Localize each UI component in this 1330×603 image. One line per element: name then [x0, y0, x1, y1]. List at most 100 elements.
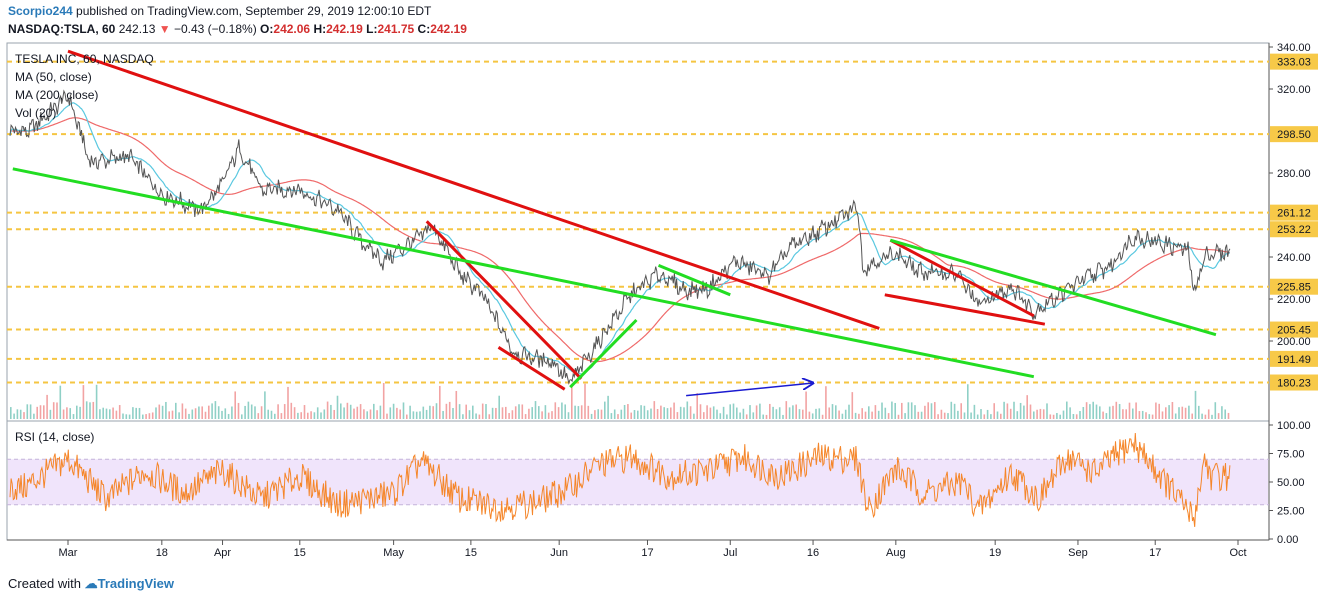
green-trendline — [889, 238, 1217, 337]
volume-bar — [1079, 411, 1081, 419]
time-tick-label: 16 — [807, 547, 819, 559]
volume-bar — [571, 384, 573, 419]
volume-bar — [930, 403, 933, 419]
volume-bar — [792, 405, 794, 419]
volume-bar — [458, 404, 461, 419]
volume-bar — [604, 401, 606, 419]
ma200-line — [10, 117, 1231, 363]
volume-bar — [709, 407, 712, 419]
rsi-tick-label: 0.00 — [1277, 534, 1298, 546]
volume-bar — [943, 412, 946, 419]
volume-bar — [115, 410, 118, 419]
volume-bar — [1181, 406, 1184, 419]
volume-bar — [1191, 413, 1193, 419]
volume-bar — [392, 403, 395, 419]
down-arrow-icon: ▼ — [158, 22, 171, 36]
rsi-tick-label: 75.00 — [1277, 449, 1305, 461]
author-name[interactable]: Scorpio244 — [8, 4, 73, 18]
price-tick-label: 220.00 — [1277, 294, 1311, 306]
level-badge — [1270, 321, 1318, 338]
volume-bar — [957, 410, 959, 419]
volume-bar — [769, 403, 771, 419]
ma200-legend: MA (200, close) — [15, 88, 98, 102]
volume-bar — [643, 405, 646, 419]
volume-bar — [1214, 402, 1217, 419]
volume-bar — [868, 406, 870, 419]
publish-text: published on TradingView.com, September … — [76, 4, 432, 18]
symbol-label: NASDAQ:TSLA, 60 — [8, 22, 116, 36]
volume-bar — [1227, 412, 1230, 419]
volume-bar — [1099, 406, 1101, 419]
volume-bar — [557, 407, 560, 419]
volume-bar — [43, 405, 45, 419]
volume-bar — [590, 413, 593, 419]
volume-bar — [561, 402, 563, 419]
volume-bar — [887, 413, 890, 419]
price-tick-label: 340.00 — [1277, 42, 1311, 54]
volume-bar — [211, 403, 213, 419]
volume-bar — [175, 402, 177, 419]
volume-bar — [138, 407, 141, 419]
volume-bar — [260, 406, 263, 419]
volume-bar — [250, 404, 253, 419]
volume-bar — [386, 413, 388, 419]
volume-bar — [679, 406, 682, 419]
volume-bar — [534, 401, 537, 419]
tradingview-logo-icon[interactable]: ☁ — [84, 576, 98, 591]
red-trendline — [889, 238, 1035, 318]
volume-bar — [805, 391, 807, 419]
volume-bar — [1204, 414, 1207, 419]
volume-bar — [1148, 414, 1151, 419]
volume-bar — [884, 407, 887, 419]
volume-bar — [891, 401, 893, 419]
volume-bar — [841, 413, 844, 419]
volume-bar — [412, 411, 415, 419]
volume-bar — [514, 406, 517, 419]
volume-bar — [198, 406, 200, 419]
green-trendline — [657, 264, 731, 297]
volume-bar — [828, 407, 830, 419]
volume-bar — [402, 402, 405, 419]
volume-bar — [587, 405, 590, 419]
level-badge — [1270, 278, 1318, 295]
volume-bar — [191, 409, 194, 419]
tradingview-brand[interactable]: TradingView — [97, 576, 174, 591]
volume-bar — [996, 411, 999, 419]
volume-bar — [343, 407, 345, 419]
volume-bar — [990, 414, 992, 419]
volume-bar — [544, 405, 547, 419]
volume-bar — [72, 414, 75, 419]
volume-bar — [861, 408, 863, 419]
volume-bar — [29, 404, 32, 419]
volume-bar — [726, 414, 728, 419]
volume-bar — [132, 407, 134, 419]
volume-bar — [617, 414, 619, 419]
volume-bar — [264, 391, 266, 419]
volume-bar — [1217, 413, 1220, 419]
high-value: 242.19 — [326, 22, 363, 36]
volume-bar — [481, 403, 484, 419]
volume-bar — [778, 407, 781, 419]
volume-bar — [498, 395, 500, 419]
volume-bar — [686, 401, 689, 419]
volume-bar — [184, 408, 187, 419]
red-trendline — [67, 49, 880, 330]
volume-bar — [934, 402, 936, 419]
price-tick-label: 280.00 — [1277, 168, 1311, 180]
volume-bar — [554, 402, 557, 419]
level-badge — [1270, 126, 1318, 143]
volume-bar — [953, 403, 956, 419]
rsi-line — [9, 432, 1231, 527]
volume-bar — [297, 412, 299, 419]
price-change: −0.43 (−0.18%) — [173, 22, 257, 36]
volume-bar — [326, 401, 329, 419]
volume-bar — [188, 413, 190, 419]
volume-bar — [1108, 406, 1111, 419]
volume-bar — [1019, 402, 1022, 419]
volume-bar — [171, 410, 174, 419]
volume-bar — [102, 407, 104, 419]
volume-bar — [653, 401, 656, 419]
volume-bar — [633, 410, 636, 419]
volume-bar — [472, 405, 474, 419]
